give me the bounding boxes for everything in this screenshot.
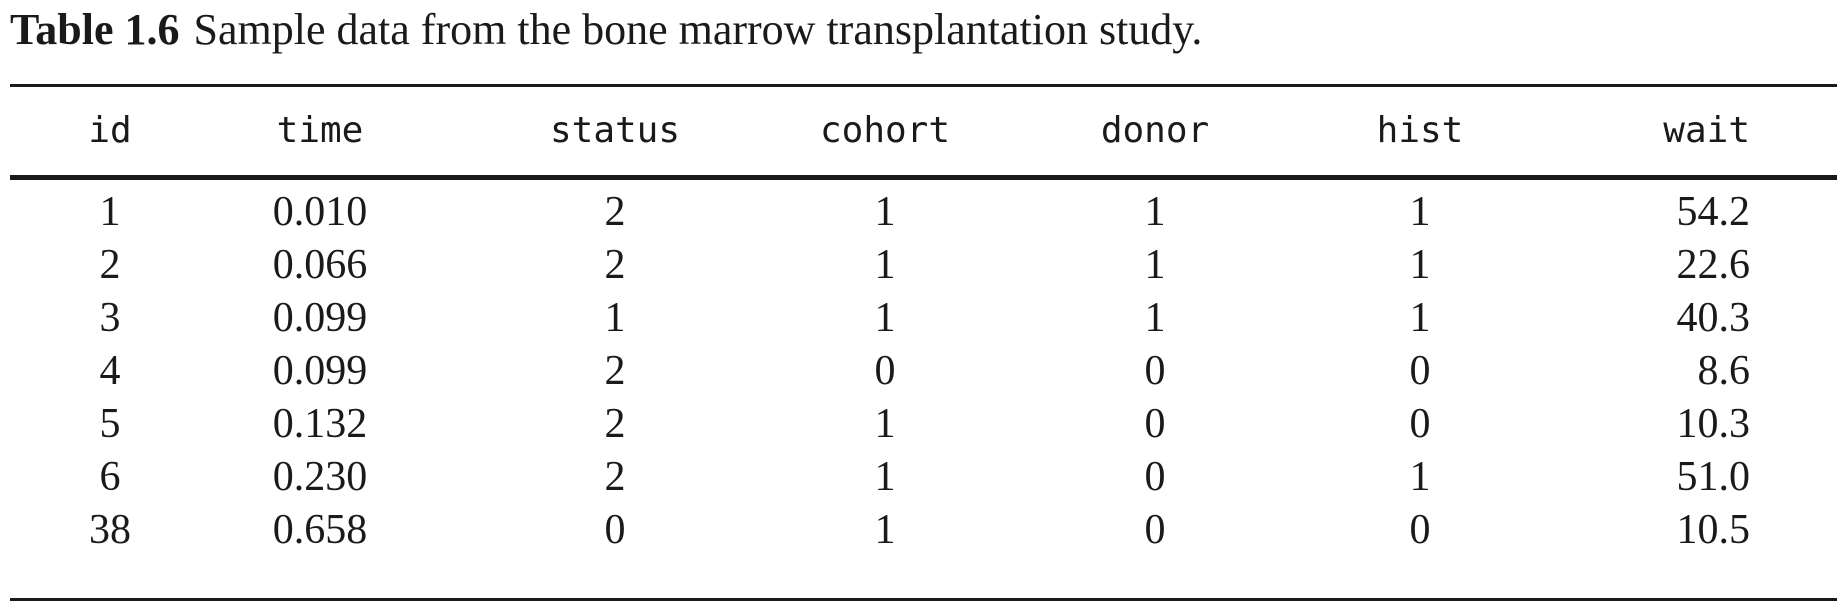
cell-wait: 8.6 [1697, 348, 1751, 394]
cell-status: 2 [604, 401, 626, 447]
table-caption-text: Sample data from the bone marrow transpl… [193, 5, 1203, 54]
cell-donor: 0 [1144, 454, 1166, 500]
cell-hist: 0 [1409, 348, 1431, 394]
cell-id: 2 [99, 242, 121, 288]
cell-cohort: 1 [874, 242, 896, 288]
cell-status: 2 [604, 454, 626, 500]
table-row: 38 0.658 0 1 0 0 10.5 [0, 504, 1840, 556]
cell-status: 2 [604, 242, 626, 288]
cell-time: 0.010 [272, 189, 368, 235]
cell-hist: 0 [1409, 507, 1431, 553]
cell-time: 0.230 [272, 454, 368, 500]
cell-time: 0.099 [272, 295, 368, 341]
cell-id: 5 [99, 401, 121, 447]
column-header-status: status [549, 110, 681, 151]
table-row: 1 0.010 2 1 1 1 54.2 [0, 186, 1840, 238]
cell-cohort: 1 [874, 454, 896, 500]
cell-time: 0.132 [272, 401, 368, 447]
cell-hist: 1 [1409, 295, 1431, 341]
cell-donor: 0 [1144, 507, 1166, 553]
cell-wait: 10.5 [1676, 507, 1751, 553]
cell-status: 2 [604, 189, 626, 235]
table-caption: Table 1.6 Sample data from the bone marro… [10, 4, 1202, 56]
cell-cohort: 1 [874, 295, 896, 341]
top-rule [10, 84, 1837, 87]
column-header-time: time [276, 110, 364, 151]
cell-hist: 1 [1409, 242, 1431, 288]
cell-status: 0 [604, 507, 626, 553]
cell-id: 1 [99, 189, 121, 235]
table-row: 5 0.132 2 1 0 0 10.3 [0, 398, 1840, 450]
table-row: 6 0.230 2 1 0 1 51.0 [0, 451, 1840, 503]
cell-donor: 0 [1144, 401, 1166, 447]
bottom-rule [10, 598, 1837, 601]
column-header-id: id [88, 110, 132, 151]
header-rule [10, 175, 1837, 180]
cell-donor: 1 [1144, 242, 1166, 288]
cell-wait: 22.6 [1676, 242, 1751, 288]
cell-time: 0.658 [272, 507, 368, 553]
cell-cohort: 1 [874, 507, 896, 553]
cell-cohort: 0 [874, 348, 896, 394]
cell-hist: 1 [1409, 189, 1431, 235]
column-header-hist: hist [1376, 110, 1464, 151]
cell-status: 2 [604, 348, 626, 394]
cell-donor: 1 [1144, 295, 1166, 341]
cell-wait: 10.3 [1676, 401, 1751, 447]
cell-id: 4 [99, 348, 121, 394]
cell-time: 0.066 [272, 242, 368, 288]
cell-id: 6 [99, 454, 121, 500]
cell-hist: 1 [1409, 454, 1431, 500]
column-header-donor: donor [1100, 110, 1210, 151]
cell-status: 1 [604, 295, 626, 341]
cell-wait: 40.3 [1676, 295, 1751, 341]
table-row: 3 0.099 1 1 1 1 40.3 [0, 292, 1840, 344]
cell-id: 3 [99, 295, 121, 341]
cell-id: 38 [89, 507, 131, 553]
table-caption-label: Table 1.6 [10, 5, 180, 54]
table-row: 2 0.066 2 1 1 1 22.6 [0, 239, 1840, 291]
cell-cohort: 1 [874, 401, 896, 447]
table-row: 4 0.099 2 0 0 0 8.6 [0, 345, 1840, 397]
cell-hist: 0 [1409, 401, 1431, 447]
cell-wait: 51.0 [1676, 454, 1751, 500]
cell-cohort: 1 [874, 189, 896, 235]
cell-donor: 1 [1144, 189, 1166, 235]
column-header-cohort: cohort [819, 110, 951, 151]
column-header-wait: wait [1663, 110, 1750, 151]
cell-wait: 54.2 [1676, 189, 1751, 235]
cell-time: 0.099 [272, 348, 368, 394]
cell-donor: 0 [1144, 348, 1166, 394]
